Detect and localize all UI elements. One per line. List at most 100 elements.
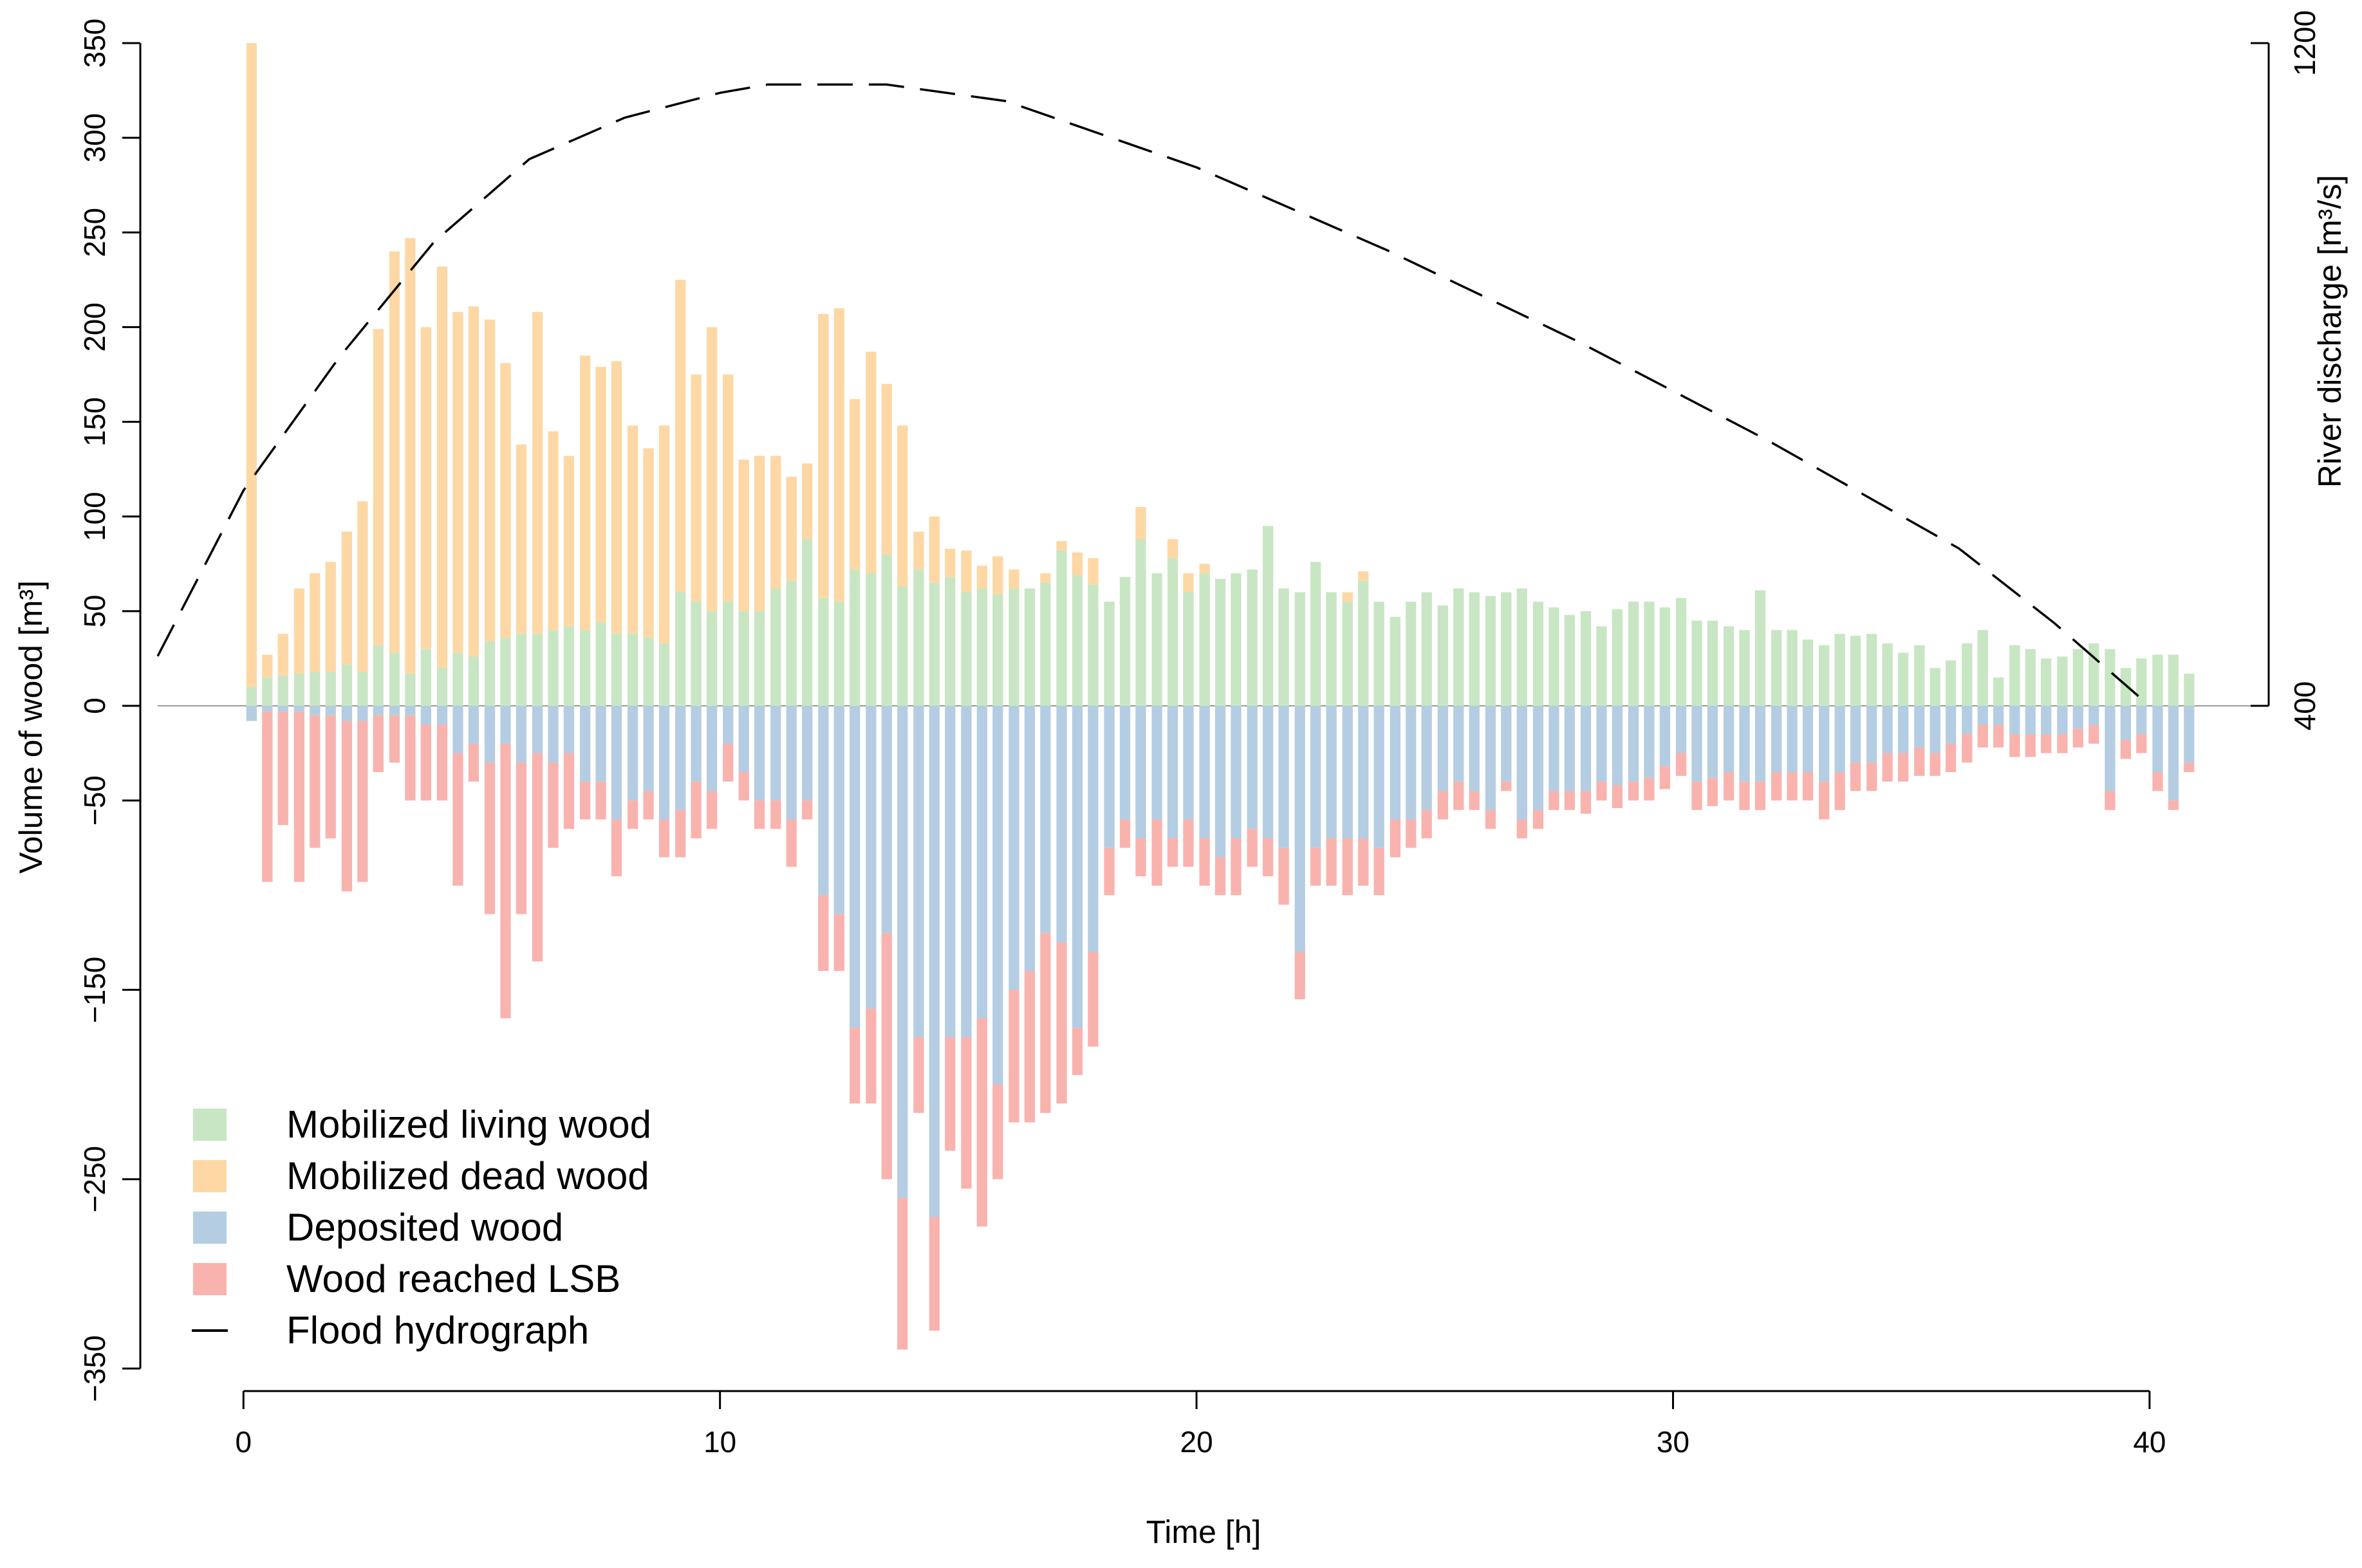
legend-swatch-lsb [193,1263,227,1295]
bar-deposited-wood [1771,706,1782,772]
bar-deposited-wood [1897,706,1909,753]
x-tick-label: 40 [2133,1425,2166,1459]
bar-wood-reached-lsb [1548,791,1559,810]
bar-wood-reached-lsb [754,800,765,829]
bar-living-wood [691,602,702,706]
bar-wood-reached-lsb [961,1037,972,1189]
bar-deposited-wood [1628,706,1639,782]
bar-wood-reached-lsb [1612,785,1623,808]
bar-dead-wood [563,456,575,627]
bar-deposited-wood [1930,706,1940,753]
bar-wood-reached-lsb [548,762,559,848]
bar-wood-reached-lsb [738,772,749,801]
bar-wood-reached-lsb [1342,838,1353,896]
bar-deposited-wood [357,706,368,721]
bar-deposited-wood [1882,706,1893,753]
bar-deposited-wood [1278,706,1289,848]
bar-wood-reached-lsb [2009,734,2020,757]
bar-deposited-wood [1834,706,1845,772]
bar-deposited-wood [833,706,844,914]
bar-deposited-wood [1342,706,1353,838]
bar-deposited-wood [1787,706,1798,772]
bar-living-wood [1151,573,1162,706]
legend-label-deposited: Deposited wood [286,1206,563,1249]
bar-wood-reached-lsb [1024,971,1036,1123]
bar-wood-reached-lsb [580,781,591,820]
bar-wood-reached-lsb [2105,791,2116,810]
bar-deposited-wood [1548,706,1559,791]
bar-living-wood [246,687,257,706]
bar-wood-reached-lsb [2072,728,2083,748]
bar-deposited-wood [1231,706,1241,838]
bar-living-wood [2057,656,2068,706]
bar-wood-reached-lsb [1373,847,1384,896]
bar-wood-reached-lsb [1278,847,1289,905]
bar-deposited-wood [913,706,924,1037]
bar-living-wood [850,569,860,706]
bar-dead-wood [691,374,702,602]
bar-living-wood [468,656,479,706]
bar-living-wood [866,573,877,706]
bar-wood-reached-lsb [595,781,606,820]
bar-deposited-wood [500,706,511,744]
bar-deposited-wood [2120,706,2132,740]
bar-wood-reached-lsb [1850,762,1861,791]
bar-deposited-wood [420,706,431,725]
bar-deposited-wood [691,706,702,782]
bar-dead-wood [723,374,734,602]
bar-dead-wood [976,566,988,589]
bar-living-wood [1501,592,1512,706]
bar-living-wood [818,598,829,706]
bar-deposited-wood [1914,706,1925,748]
bar-wood-reached-lsb [1231,838,1241,896]
bar-living-wood [1787,630,1798,706]
bar-living-wood [1214,578,1226,706]
bar-wood-reached-lsb [1119,819,1131,848]
bar-living-wood [1358,580,1369,706]
bar-wood-reached-lsb [1358,838,1369,886]
bar-living-wood [1675,598,1687,706]
bar-dead-wood [913,531,924,570]
bar-living-wood [310,672,321,706]
bar-wood-reached-lsb [1834,772,1845,810]
bar-dead-wood [643,448,654,638]
bar-wood-reached-lsb [1516,819,1527,838]
bar-wood-reached-lsb [293,711,305,882]
legend-label-dead: Mobilized dead wood [286,1154,649,1197]
bar-deposited-wood [1739,706,1750,782]
bar-dead-wood [277,634,288,676]
bar-living-wood [1342,602,1353,706]
bar-living-wood [1072,575,1083,706]
bar-living-wood [1421,592,1432,706]
bar-living-wood [500,638,511,706]
bar-wood-reached-lsb [658,819,670,858]
bar-living-wood [293,673,305,706]
y-tick-label: 300 [78,113,111,163]
y2-tick-label: 400 [2288,681,2321,731]
bar-deposited-wood [1819,706,1830,782]
bar-living-wood [1406,602,1417,706]
bar-wood-reached-lsb [1390,819,1400,858]
bar-living-wood [738,611,749,706]
bar-living-wood [1247,569,1258,706]
bar-dead-wood [484,319,496,641]
bar-dead-wood [992,556,1003,595]
bar-wood-reached-lsb [2168,800,2179,810]
bar-living-wood [1739,630,1750,706]
bar-living-wood [2152,654,2163,706]
bar-living-wood [436,668,448,706]
bar-living-wood [1294,592,1305,706]
bar-wood-reached-lsb [929,1217,940,1331]
bar-wood-reached-lsb [1088,952,1099,1047]
bar-wood-reached-lsb [1437,791,1449,820]
bar-wood-reached-lsb [1183,819,1194,867]
bar-wood-reached-lsb [1199,838,1210,886]
bar-dead-wood [738,459,749,611]
bar-living-wood [1469,592,1480,706]
bar-living-wood [1866,634,1877,706]
bar-deposited-wood [1406,706,1417,820]
x-tick-label: 0 [235,1425,252,1459]
bar-deposited-wood [1358,706,1369,838]
bar-wood-reached-lsb [1151,819,1162,886]
bar-wood-reached-lsb [1675,753,1687,776]
